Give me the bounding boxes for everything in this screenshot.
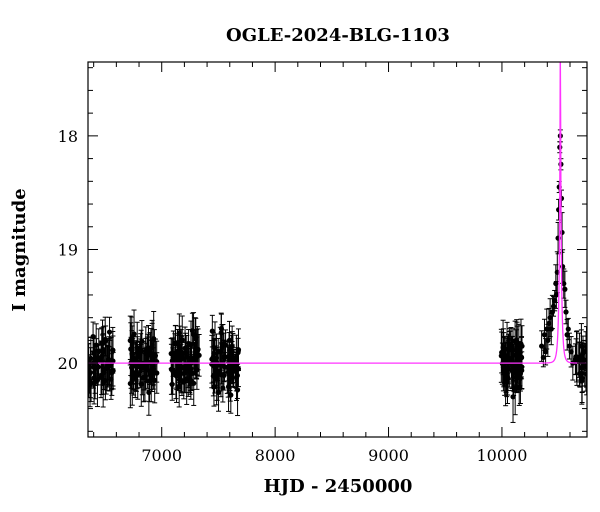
data-point — [185, 340, 192, 347]
data-point — [100, 346, 106, 353]
data-point — [218, 372, 224, 378]
data-point — [92, 379, 98, 385]
data-point — [152, 377, 158, 383]
data-point — [213, 359, 219, 365]
data-point — [500, 364, 506, 370]
x-axis-label: HJD - 2450000 — [264, 476, 413, 497]
data-point — [573, 354, 580, 360]
x-tick-label: 10000 — [476, 446, 527, 465]
y-tick-label: 19 — [58, 241, 78, 260]
data-point — [103, 365, 109, 372]
data-point — [543, 349, 549, 355]
data-point — [181, 370, 188, 376]
data-point — [169, 366, 175, 372]
y-tick-label: 20 — [58, 354, 78, 373]
data-point — [225, 369, 231, 375]
data-point — [138, 381, 144, 387]
data-point — [91, 350, 97, 357]
data-point — [88, 368, 92, 374]
data-point — [577, 358, 583, 364]
data-point — [553, 292, 559, 298]
data-point — [143, 348, 149, 354]
data-point — [540, 354, 546, 361]
data-point — [563, 309, 569, 315]
data-point — [498, 353, 504, 359]
chart-title: OGLE-2024-BLG-1103 — [226, 25, 450, 46]
x-tick-label: 8000 — [255, 446, 296, 465]
data-point — [141, 361, 147, 367]
data-point — [504, 346, 510, 352]
data-point — [211, 350, 217, 356]
plot-contents — [88, 62, 587, 423]
data-point — [100, 380, 106, 387]
data-point — [512, 385, 518, 391]
data-point — [584, 371, 587, 377]
data-point — [147, 359, 153, 365]
plot-area — [88, 62, 587, 423]
data-point — [510, 394, 516, 400]
x-tick-label: 9000 — [368, 446, 409, 465]
data-point — [209, 328, 215, 334]
data-point — [562, 286, 568, 292]
data-point — [579, 375, 585, 381]
data-point — [93, 342, 99, 348]
data-point — [516, 363, 522, 369]
data-point — [132, 363, 139, 369]
data-point — [102, 336, 108, 343]
data-point — [181, 379, 187, 385]
data-point — [233, 354, 239, 360]
data-point — [146, 389, 152, 396]
data-point — [191, 380, 197, 386]
data-point — [106, 329, 113, 335]
data-point — [192, 333, 198, 339]
data-point — [129, 347, 135, 353]
data-point — [519, 343, 525, 349]
data-point — [129, 377, 135, 383]
data-point — [545, 337, 551, 344]
data-point — [514, 338, 520, 344]
data-point — [169, 381, 175, 387]
data-point — [539, 343, 545, 349]
data-point — [541, 332, 548, 338]
data-point — [559, 229, 565, 236]
data-point — [176, 352, 182, 358]
data-point — [509, 356, 515, 362]
model-curve — [88, 62, 587, 364]
data-point — [186, 368, 192, 374]
data-point — [560, 263, 566, 270]
data-point — [189, 328, 195, 334]
data-point — [176, 383, 182, 389]
data-point — [88, 380, 94, 386]
data-point — [233, 364, 239, 370]
data-point — [174, 368, 180, 375]
data-point — [130, 356, 136, 362]
data-point — [565, 326, 571, 332]
data-point — [88, 357, 91, 363]
data-point — [191, 355, 198, 362]
axes: 7000 8000 9000 10000 18 19 20 — [58, 61, 588, 465]
y-axis-label: I magnitude — [9, 188, 30, 311]
data-point — [228, 356, 234, 362]
data-point — [228, 392, 234, 398]
data-point — [227, 375, 233, 381]
data-point — [194, 348, 200, 354]
data-point — [110, 368, 116, 374]
y-tick-label: 18 — [58, 127, 78, 146]
x-tick-label: 7000 — [141, 446, 182, 465]
data-point — [137, 352, 143, 358]
data-point — [221, 364, 228, 370]
